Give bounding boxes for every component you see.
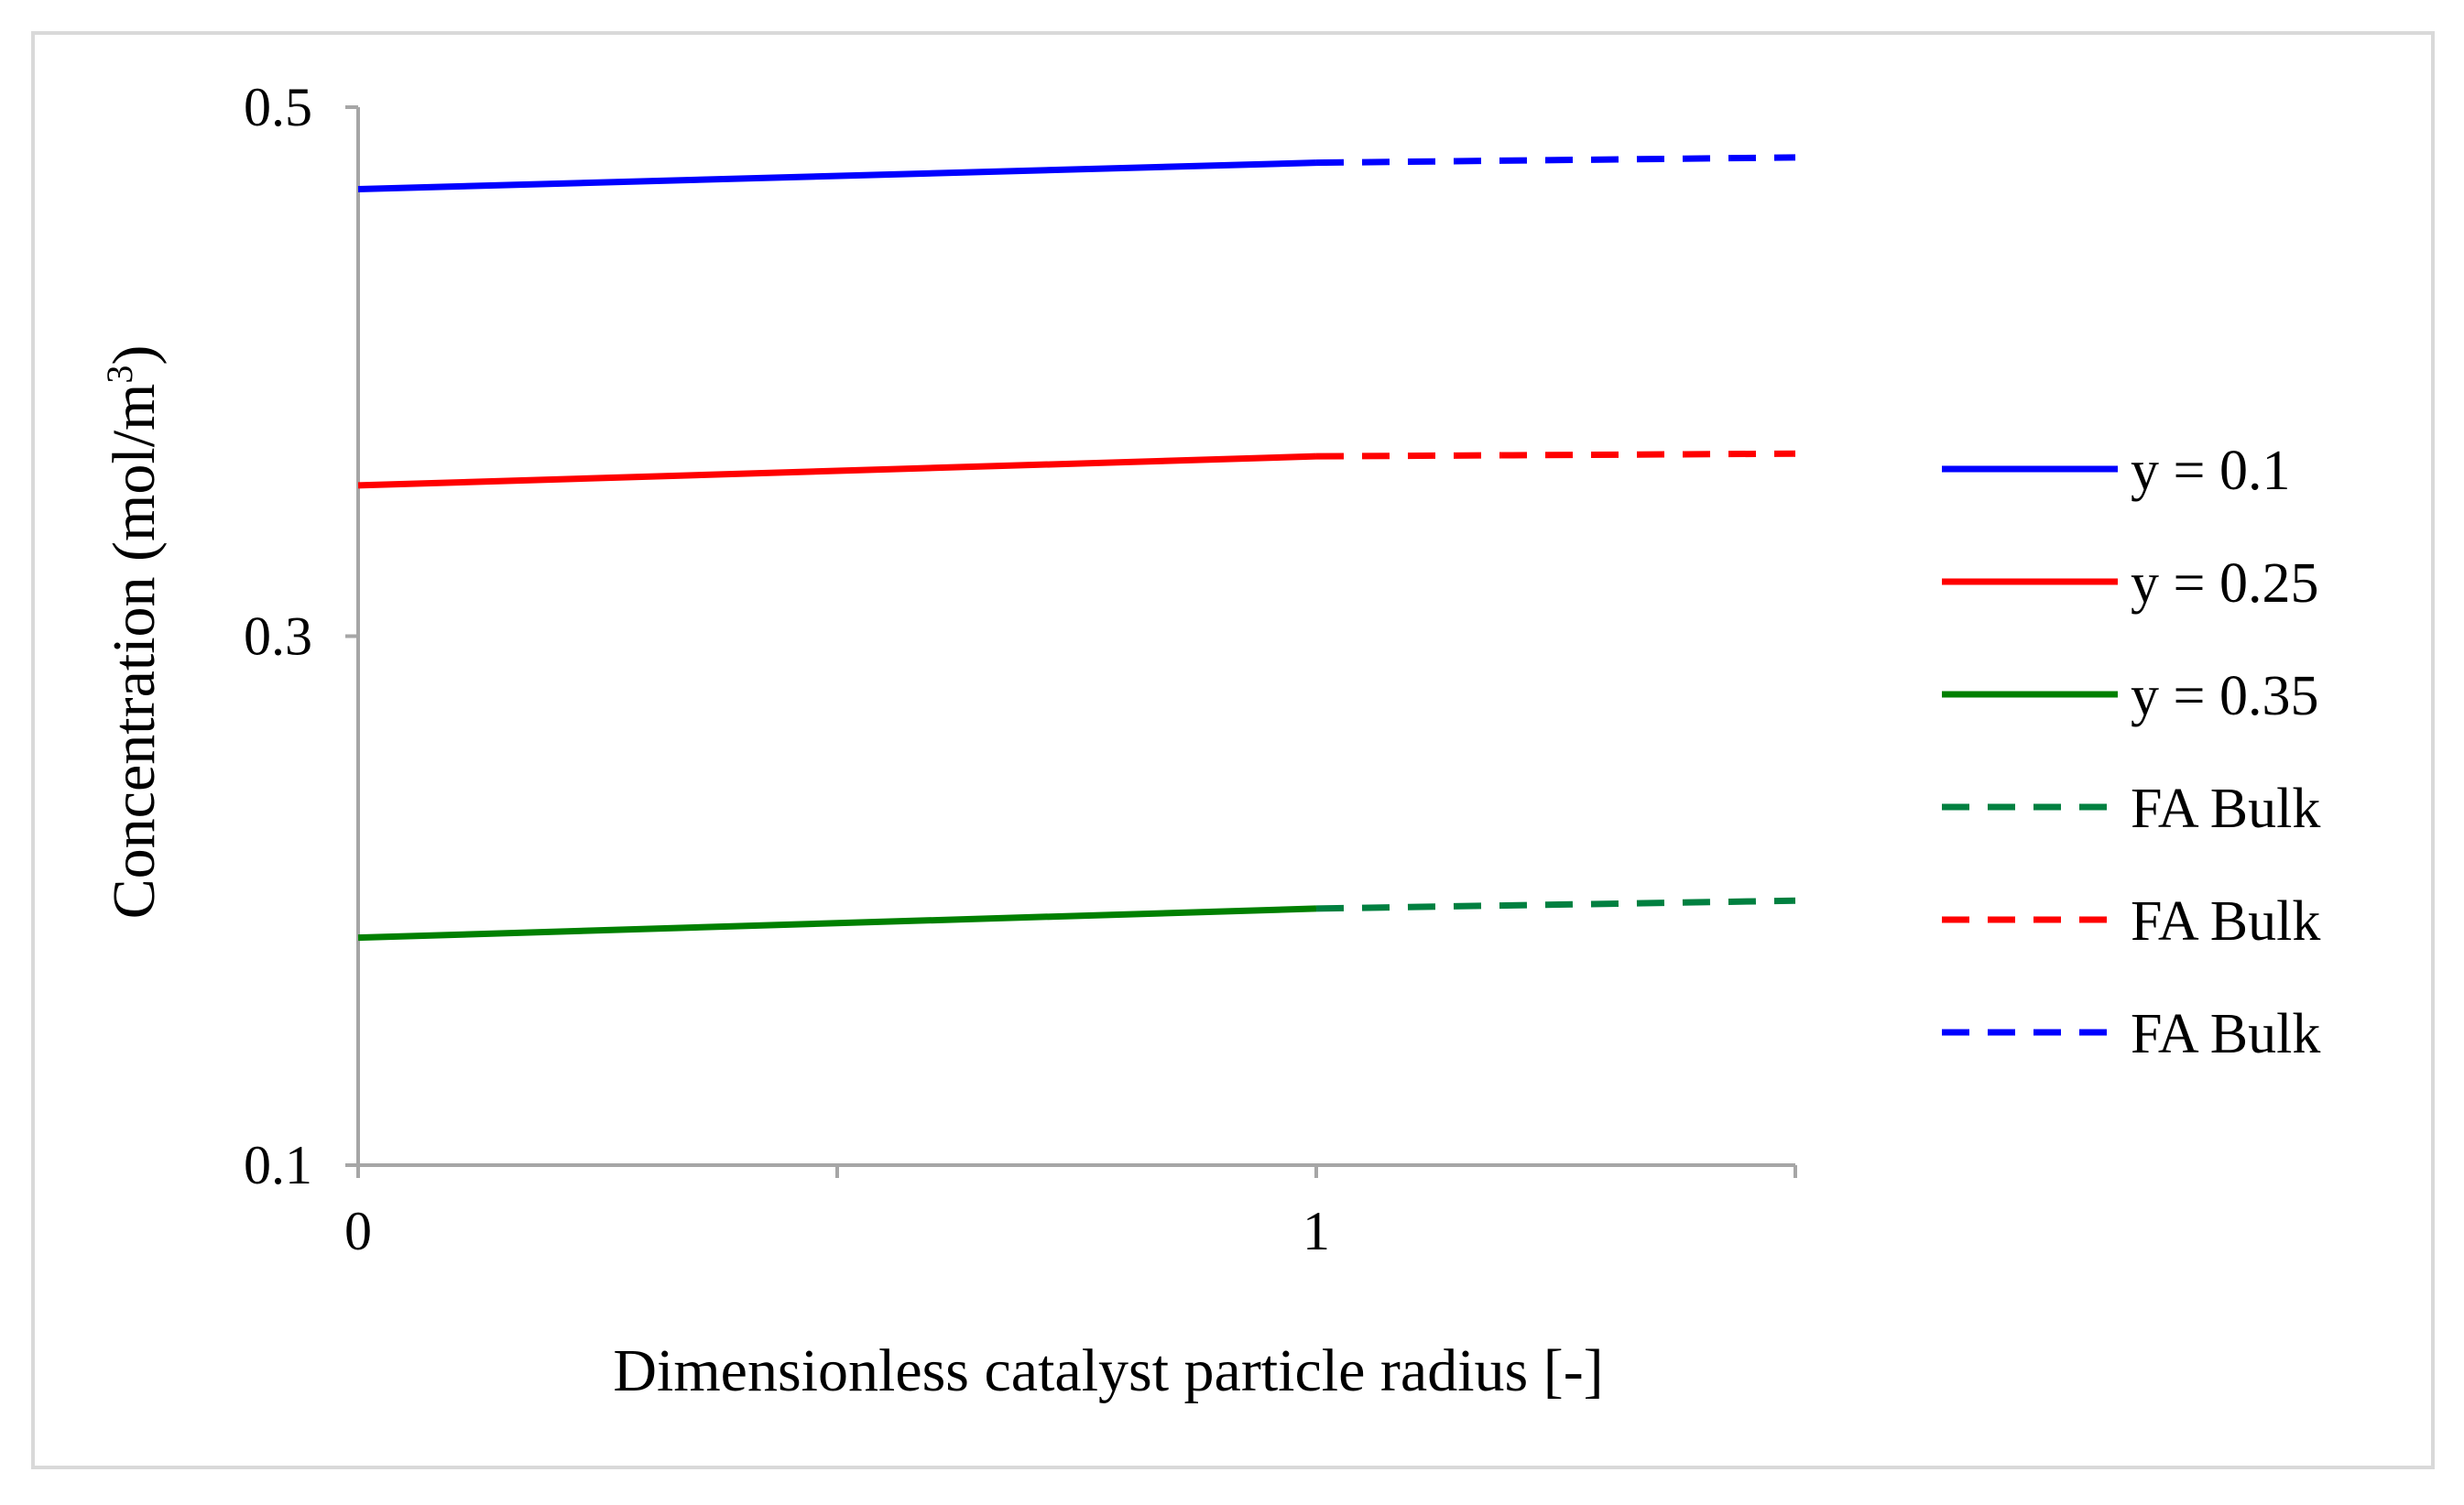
legend-label: y = 0.35 [2131, 665, 2318, 727]
series-line-5 [1315, 450, 1796, 460]
y-tick-label: 0.3 [244, 606, 312, 667]
x-tick-label: 1 [1303, 1201, 1330, 1261]
series-line-2 [357, 453, 1317, 489]
y-ticks: 0.1 0.3 0.5 [244, 77, 358, 1195]
legend-label: y = 0.25 [2131, 552, 2318, 615]
legend-label: FA Bulk [2131, 1003, 2320, 1065]
legend-label: y = 0.1 [2131, 440, 2290, 502]
y-axis-title-superscript: 3 [99, 365, 140, 384]
legend-label: FA Bulk [2131, 778, 2320, 840]
series-line-1 [357, 159, 1317, 193]
legend-label: FA Bulk [2131, 890, 2320, 953]
y-tick-label: 0.5 [244, 77, 312, 137]
series-line-6 [1315, 154, 1796, 167]
y-axis-title-suffix: ) [101, 345, 168, 365]
axes [356, 107, 1795, 1167]
x-tick-label: 0 [344, 1201, 372, 1261]
y-axis-title-main: Concentration (mol/m [101, 384, 168, 920]
series-line-3 [357, 905, 1317, 942]
y-tick-label: 0.1 [244, 1135, 312, 1195]
series-layer [357, 154, 1796, 942]
y-axis-title: Concentration (mol/m3) [99, 345, 168, 920]
legend: y = 0.1 y = 0.25 y = 0.35 FA Bulk FA Bulk FA … [1942, 440, 2320, 1065]
chart-frame [31, 31, 2435, 1469]
x-axis-title: Dimensionless catalyst particle radius [… [613, 1337, 1603, 1404]
series-line-4 [1315, 897, 1796, 912]
